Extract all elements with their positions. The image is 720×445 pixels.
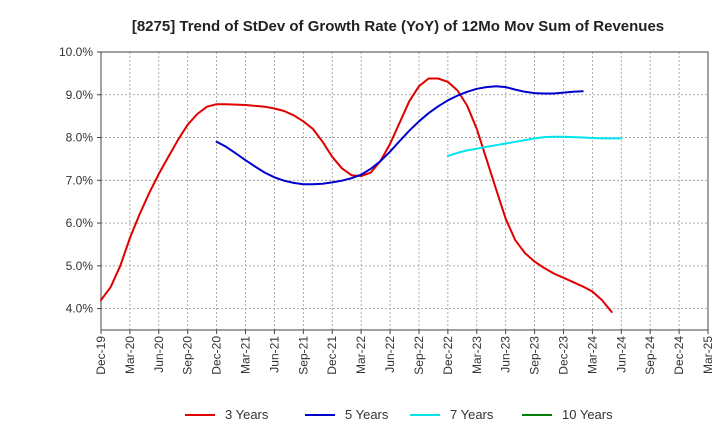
x-tick-label: Jun-20: [152, 336, 166, 373]
y-tick-label: 4.0%: [66, 302, 94, 316]
grid-layer: [100, 51, 709, 330]
x-tick-label: Sep-24: [643, 336, 657, 375]
x-tick-label: Jun-22: [383, 336, 397, 373]
y-tick-label: 9.0%: [66, 88, 94, 102]
legend-label: 3 Years: [225, 407, 269, 422]
x-tick-label: Jun-23: [499, 336, 513, 373]
x-tick-label: Dec-21: [325, 336, 339, 375]
x-tick-label: Dec-24: [672, 336, 686, 375]
x-tick-label: Mar-23: [470, 336, 484, 374]
x-tick-label: Mar-24: [585, 336, 599, 374]
x-tick-label: Dec-23: [556, 336, 570, 375]
legend: 3 Years 5 Years 7 Years 10 Years: [185, 407, 613, 422]
x-tick-label: Mar-25: [701, 336, 715, 374]
y-tick-label: 7.0%: [66, 173, 94, 187]
x-tick-label: Sep-23: [528, 336, 542, 375]
y-tick-label: 8.0%: [66, 131, 94, 145]
x-tick-label: Sep-21: [296, 336, 310, 375]
x-tick-label: Mar-22: [354, 336, 368, 374]
x-tick-label: Mar-21: [239, 336, 253, 374]
legend-label: 10 Years: [562, 407, 613, 422]
y-tick-label: 5.0%: [66, 259, 94, 273]
series-line-3-years: [100, 77, 613, 313]
x-tick-label: Jun-24: [614, 336, 628, 373]
x-axis: Dec-19 Mar-20 Jun-20 Sep-20 Dec-20 Mar-21 Jun-…: [94, 330, 715, 375]
x-tick-label: Jun-21: [267, 336, 281, 373]
plot-area: [100, 51, 709, 331]
legend-label: 5 Years: [345, 407, 389, 422]
legend-label: 7 Years: [450, 407, 494, 422]
x-tick-label: Mar-20: [123, 336, 137, 374]
series-line-7-years: [446, 135, 623, 157]
x-tick-label: Dec-19: [94, 336, 108, 375]
series-layer: [100, 77, 623, 313]
chart-title: [8275] Trend of StDev of Growth Rate (Yo…: [132, 18, 664, 35]
x-tick-label: Dec-20: [210, 336, 224, 375]
y-tick-label: 10.0%: [59, 45, 93, 59]
x-tick-label: Dec-22: [441, 336, 455, 375]
y-axis: 4.0% 5.0% 6.0% 7.0% 8.0% 9.0% 10.0%: [59, 45, 101, 316]
x-tick-label: Sep-20: [181, 336, 195, 375]
y-tick-label: 6.0%: [66, 216, 94, 230]
series-line-5-years: [215, 85, 584, 186]
x-tick-label: Sep-22: [412, 336, 426, 375]
